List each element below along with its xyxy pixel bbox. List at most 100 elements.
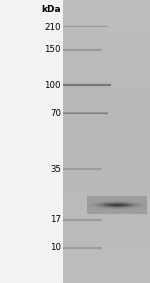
Bar [110,197,111,198]
Bar [101,206,102,207]
Bar [143,210,144,211]
Bar [63,233,150,235]
Bar [121,198,122,199]
Bar [118,199,119,200]
Bar [63,164,150,166]
Bar [63,42,150,44]
Bar [120,210,121,211]
Bar [63,267,150,269]
Bar [88,212,89,213]
Bar [141,207,142,208]
Bar [63,224,150,225]
Bar [90,208,91,209]
Bar [63,86,150,88]
Bar [97,198,98,199]
Bar [63,23,150,24]
Bar [90,199,91,200]
Bar [113,208,114,209]
Bar [136,208,137,209]
Bar [119,197,120,198]
Bar [105,209,106,210]
Bar [105,196,106,197]
Bar [135,204,136,205]
Bar [140,209,141,210]
Bar [63,273,150,275]
Bar [90,196,91,197]
Bar [134,210,135,211]
Bar [135,203,136,204]
Bar [105,201,106,202]
Bar [92,206,93,207]
Bar [91,200,92,201]
Bar [125,209,126,210]
Bar [143,213,144,214]
Bar [116,202,117,203]
Bar [111,199,112,200]
Bar [109,199,110,200]
Bar [117,196,118,197]
Bar [116,197,117,198]
Bar [63,166,150,167]
Bar [106,202,107,203]
Bar [130,213,131,214]
Bar [107,196,108,197]
Bar [63,174,150,175]
Bar [137,197,138,198]
Bar [104,207,105,208]
Bar [63,26,108,27]
Bar [120,198,121,199]
Bar [63,187,150,188]
Bar [63,184,150,185]
Bar [63,71,150,72]
Bar [89,210,90,211]
Bar [103,198,104,199]
Bar [127,199,128,200]
Bar [63,86,111,87]
Bar [107,208,108,209]
Bar [63,37,150,38]
Bar [131,212,132,213]
Bar [136,206,137,207]
Bar [63,96,150,98]
Bar [63,8,150,10]
Bar [108,211,109,212]
Bar [89,211,90,212]
Bar [108,204,109,205]
Bar [133,205,134,206]
Bar [109,201,110,202]
Bar [121,200,122,201]
Bar [122,201,123,202]
Bar [100,202,101,203]
Bar [137,208,138,209]
Bar [110,208,111,209]
Bar [90,205,91,206]
Bar [139,205,140,206]
Bar [63,280,150,282]
Bar [115,213,116,214]
Bar [127,203,128,204]
Bar [0,0,63,283]
Bar [63,123,150,125]
Bar [104,213,105,214]
Bar [135,208,136,209]
Bar [63,113,150,115]
Bar [120,206,121,207]
Bar [123,201,124,202]
Bar [88,209,89,210]
Bar [90,201,91,202]
Bar [63,136,150,137]
Bar [119,205,120,206]
Bar [102,196,103,197]
Bar [135,206,136,207]
Bar [105,198,106,199]
Bar [145,204,146,205]
Bar [129,211,130,212]
Bar [93,212,94,213]
Bar [115,198,116,199]
Bar [113,196,114,197]
Bar [112,211,113,212]
Bar [144,213,145,214]
Bar [94,207,95,208]
Bar [129,198,130,199]
Bar [101,202,102,203]
